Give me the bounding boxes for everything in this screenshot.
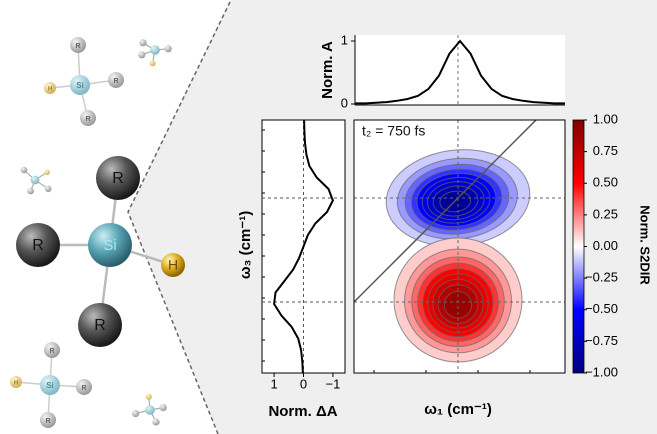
plot-title: t₂ = 750 fs (362, 123, 425, 139)
atom-label: R (112, 170, 124, 187)
atom-label: R (81, 385, 86, 392)
colorbar-tick-label: −0.25 (585, 270, 618, 285)
x-tick-label: −1 (326, 376, 341, 391)
colorbar-tick-label: −0.75 (585, 333, 618, 348)
colorbar-tick-label: −1.00 (585, 364, 618, 379)
colorbar-tick-label: 0.75 (593, 143, 618, 158)
atom-label: H (14, 381, 18, 387)
y-tick-label: 0 (341, 95, 348, 110)
atom-label: R (113, 78, 118, 85)
x-axis-label: Norm. ΔA (268, 403, 337, 420)
atom-label: R (45, 418, 50, 425)
atom-label: H (168, 257, 178, 273)
colorbar-tick-label: 1.00 (593, 111, 618, 126)
molecule: Si R R R H (10, 342, 92, 428)
colorbar-tick-label: 0.25 (593, 206, 618, 221)
molecule: Si R R R H (44, 37, 124, 126)
plot-background (355, 35, 565, 105)
atom-label: R (49, 348, 54, 355)
y-tick-label: 1 (341, 32, 348, 47)
x-tick-label: 0 (300, 376, 307, 391)
atom-label: R (32, 237, 44, 254)
atom-label: R (75, 43, 80, 50)
colorbar-tick-label: 0.00 (593, 238, 618, 253)
atom-label: R (85, 116, 90, 123)
colorbar (573, 120, 584, 373)
atom-label: R (94, 317, 106, 334)
atom-label: Si (46, 381, 54, 390)
colorbar-label: Norm. S2DIR (638, 205, 653, 285)
colorbar-tick-label: 0.50 (593, 175, 618, 190)
page: {"molecules": [ {"atoms": [{"label": "Si… (0, 0, 657, 434)
atom-label: Si (76, 81, 84, 90)
colorbar-tick-label: −0.50 (585, 301, 618, 316)
y-axis-label: ω₃ (cm⁻¹) (237, 211, 254, 279)
atom-label: Si (103, 237, 116, 254)
x-axis-label: ω₁ (cm⁻¹) (424, 401, 492, 418)
y-axis-label: Norm. A (319, 41, 336, 99)
x-tick-label: 1 (270, 376, 277, 391)
figure: Si R R R H Si R R R H Si R R R H 0 1 Norm. A 1 0 −1 Norm. ΔA ω… (0, 0, 657, 434)
atom-label: H (48, 87, 52, 93)
